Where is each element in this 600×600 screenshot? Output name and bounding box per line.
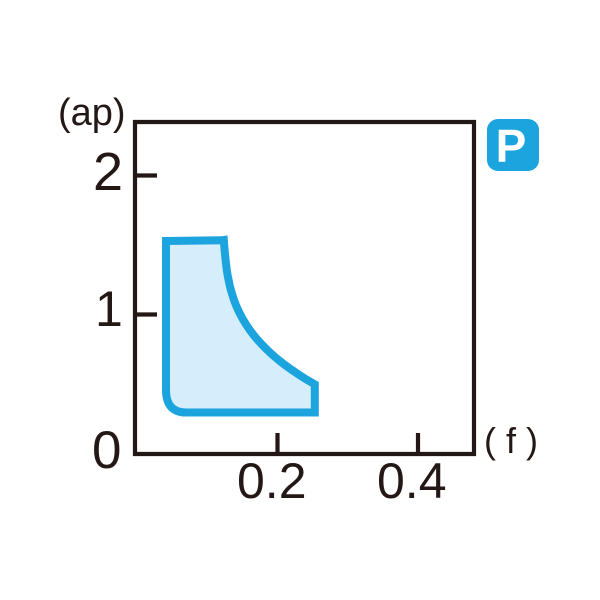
svg-text:P: P [496, 120, 527, 172]
